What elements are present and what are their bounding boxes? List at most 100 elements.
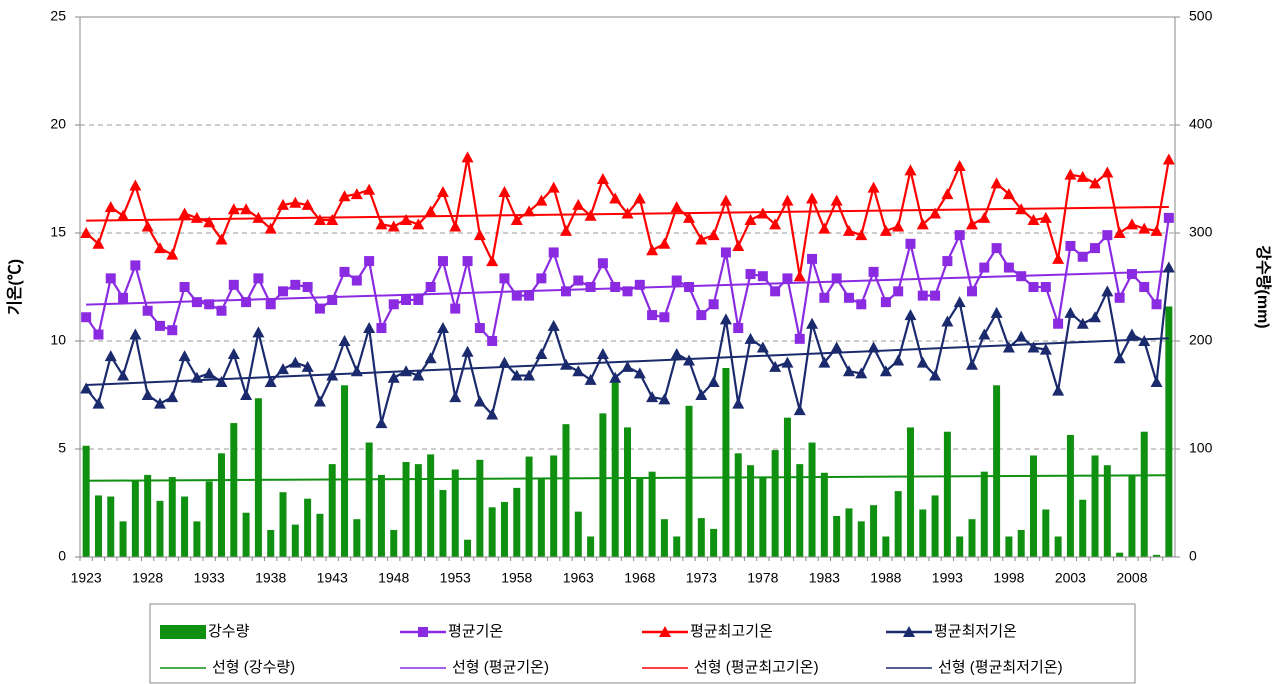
bar [833, 515, 841, 557]
bar [82, 445, 90, 557]
marker [190, 371, 203, 383]
marker [241, 297, 252, 308]
bar [636, 477, 644, 557]
marker [166, 391, 179, 403]
marker [646, 391, 659, 403]
bar [1140, 431, 1148, 557]
bar [488, 507, 496, 557]
marker [461, 345, 474, 357]
x-tick-label: 2003 [1055, 570, 1086, 586]
y-tick-label: 10 [50, 332, 66, 348]
marker [892, 354, 905, 366]
marker [806, 317, 819, 329]
marker [769, 218, 782, 230]
bar [341, 385, 349, 557]
x-tick-label: 1923 [71, 570, 102, 586]
bar [697, 518, 705, 557]
bar [980, 471, 988, 557]
marker [535, 194, 548, 206]
marker [191, 297, 202, 308]
marker [793, 404, 806, 416]
marker [436, 185, 449, 197]
marker [708, 299, 719, 310]
marker [524, 290, 535, 301]
marker [376, 323, 387, 334]
marker [264, 376, 277, 388]
marker [338, 190, 351, 202]
x-tick-label: 1983 [809, 570, 840, 586]
bar [377, 474, 385, 557]
marker [227, 347, 240, 359]
bar [660, 519, 668, 557]
marker [154, 320, 165, 331]
y2-tick-label: 100 [1189, 440, 1213, 456]
marker [1052, 384, 1065, 396]
marker [867, 341, 880, 353]
x-tick-label: 1953 [440, 570, 471, 586]
legend-label: 선형 (평균최고기온) [694, 659, 819, 676]
bar [328, 464, 336, 557]
marker [770, 286, 781, 297]
marker [1114, 292, 1125, 303]
marker [499, 273, 510, 284]
marker [1113, 227, 1126, 238]
bar [193, 521, 201, 557]
marker [757, 271, 768, 282]
marker [559, 358, 572, 370]
marker [203, 367, 216, 379]
y-tick-label: 5 [58, 440, 66, 456]
legend-label: 선형 (평균최저기온) [938, 659, 1063, 676]
marker [831, 273, 842, 284]
marker [1089, 311, 1102, 323]
bar [1030, 455, 1038, 557]
marker [573, 275, 584, 286]
marker [634, 279, 645, 290]
marker [118, 292, 129, 303]
bar [316, 513, 324, 557]
marker [388, 299, 399, 310]
legend-label: 선형 (평균기온) [452, 659, 549, 676]
bar [464, 539, 472, 557]
marker [1101, 166, 1114, 178]
marker [781, 356, 794, 368]
bar [1091, 455, 1099, 557]
marker [1053, 318, 1064, 329]
marker [621, 360, 634, 372]
marker [1139, 282, 1150, 292]
bar [390, 530, 398, 557]
bar [513, 487, 521, 557]
y2-tick-label: 300 [1189, 224, 1213, 240]
marker [880, 297, 891, 308]
marker [683, 354, 696, 366]
bar [168, 477, 176, 557]
bar [931, 495, 939, 557]
marker [179, 282, 190, 292]
bar [857, 521, 865, 557]
marker [338, 335, 351, 346]
bar [968, 519, 976, 557]
marker [290, 279, 301, 290]
marker [327, 294, 338, 305]
bar [131, 480, 139, 557]
marker [252, 326, 265, 338]
marker [916, 356, 929, 368]
marker [1076, 317, 1089, 329]
marker [1003, 262, 1014, 273]
marker [1064, 168, 1077, 180]
marker [216, 305, 227, 316]
bar [956, 536, 964, 557]
marker [941, 315, 954, 327]
marker [314, 303, 325, 314]
marker [166, 248, 179, 260]
bar [107, 496, 115, 557]
marker [819, 292, 830, 303]
bar [1153, 554, 1161, 557]
marker [424, 352, 437, 364]
marker [818, 222, 831, 234]
y-axis-title: 기온(℃) [6, 259, 24, 315]
marker [436, 322, 449, 334]
marker [228, 279, 239, 290]
bar [94, 495, 102, 557]
marker [240, 203, 253, 215]
marker [584, 373, 597, 385]
